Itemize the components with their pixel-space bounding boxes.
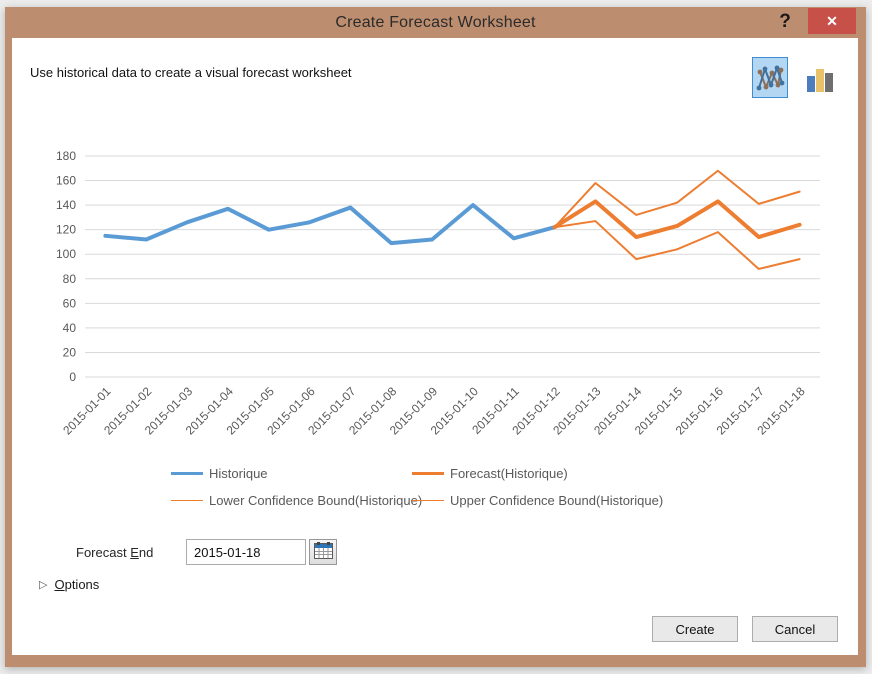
- x-axis-labels: 2015-01-012015-01-022015-01-032015-01-04…: [60, 384, 808, 438]
- svg-text:20: 20: [63, 345, 77, 359]
- bar-chart-icon: [802, 69, 836, 100]
- svg-text:80: 80: [63, 272, 77, 286]
- series-0: [103, 203, 557, 246]
- series-2: [553, 220, 801, 270]
- options-toggle[interactable]: ▷ Options: [39, 577, 99, 592]
- svg-text:140: 140: [56, 198, 76, 212]
- svg-text:60: 60: [63, 296, 77, 310]
- forecast-end-label: Forecast End: [76, 545, 154, 560]
- forecast-chart: 0 20 40 60 80 100 120 140 160 180 2015-01-01 2015-0…: [40, 148, 830, 480]
- close-icon: ✕: [826, 13, 838, 29]
- calendar-picker-button[interactable]: [309, 539, 337, 565]
- svg-text:120: 120: [56, 223, 76, 237]
- svg-text:0: 0: [69, 370, 76, 384]
- y-axis-labels: 0 20 40 60 80 100 120 140 160 180: [56, 149, 76, 384]
- legend-item-forecast: Forecast(Historique): [412, 464, 568, 482]
- svg-text:160: 160: [56, 174, 76, 188]
- dialog-titlebar[interactable]: Create Forecast Worksheet ? ✕: [5, 7, 866, 38]
- cancel-button[interactable]: Cancel: [752, 616, 838, 642]
- legend-item-lower-bound: Lower Confidence Bound(Historique): [171, 491, 422, 509]
- line-chart-icon: [753, 64, 787, 100]
- series-1: [552, 199, 802, 240]
- legend-label: Historique: [209, 465, 268, 481]
- svg-text:100: 100: [56, 247, 76, 261]
- legend-swatch-forecast: [412, 471, 444, 475]
- line-chart-type-button[interactable]: [752, 57, 788, 98]
- legend-label: Forecast(Historique): [450, 465, 568, 481]
- legend-label: Upper Confidence Bound(Historique): [450, 492, 664, 508]
- legend-label: Lower Confidence Bound(Historique): [209, 492, 423, 508]
- legend-swatch-upper-bound: [412, 499, 444, 501]
- help-button[interactable]: ?: [771, 9, 799, 35]
- svg-text:180: 180: [56, 149, 76, 163]
- calendar-icon: [313, 542, 333, 562]
- forecast-end-input[interactable]: [186, 539, 306, 565]
- help-icon: ?: [779, 11, 791, 32]
- forecast-chart-svg: 0 20 40 60 80 100 120 140 160 180 2015-01-012015-0…: [56, 149, 820, 438]
- gridlines: [85, 155, 820, 378]
- bar-chart-type-button[interactable]: [801, 60, 837, 98]
- expand-triangle-icon: ▷: [39, 579, 48, 591]
- dialog-subtitle: Use historical data to create a visual f…: [30, 65, 352, 80]
- series-3: [553, 169, 801, 229]
- legend-item-historique: Historique: [171, 464, 268, 482]
- close-button[interactable]: ✕: [808, 8, 856, 34]
- create-forecast-worksheet-dialog: Create Forecast Worksheet ? ✕ Use histor…: [5, 7, 866, 667]
- legend-swatch-historique: [171, 471, 203, 475]
- create-button[interactable]: Create: [652, 616, 738, 642]
- legend-item-upper-bound: Upper Confidence Bound(Historique): [412, 491, 663, 509]
- dialog-title: Create Forecast Worksheet: [335, 14, 536, 31]
- svg-text:40: 40: [63, 321, 77, 335]
- dialog-content: Use historical data to create a visual f…: [12, 38, 858, 655]
- options-label: Options: [54, 577, 100, 592]
- legend-swatch-lower-bound: [171, 499, 203, 501]
